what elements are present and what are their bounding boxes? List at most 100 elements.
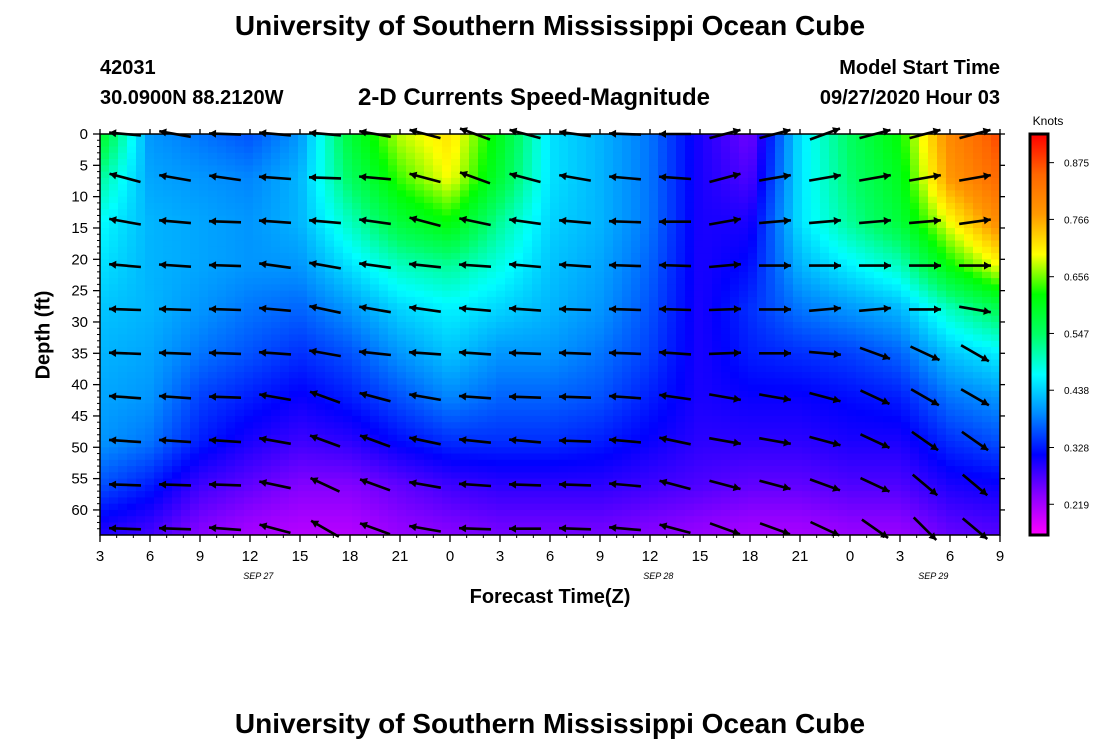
heatmap-cell	[757, 240, 767, 248]
heatmap-cell	[280, 516, 290, 524]
heatmap-cell	[721, 328, 731, 336]
heatmap-cell	[640, 246, 650, 254]
heatmap-cell	[100, 271, 110, 279]
heatmap-cell	[496, 328, 506, 336]
heatmap-cell	[514, 378, 524, 386]
heatmap-cell	[487, 365, 497, 373]
heatmap-cell	[379, 184, 389, 191]
heatmap-cell	[739, 221, 749, 229]
heatmap-cell	[235, 303, 245, 311]
heatmap-cell	[235, 227, 245, 235]
heatmap-cell	[568, 246, 578, 254]
heatmap-cell	[190, 491, 200, 499]
heatmap-cell	[388, 265, 398, 273]
heatmap-cell	[676, 390, 686, 398]
heatmap-cell	[325, 441, 335, 448]
heatmap-cell	[712, 284, 722, 292]
heatmap-cell	[145, 409, 155, 417]
heatmap-cell	[775, 202, 785, 210]
heatmap-cell	[289, 303, 299, 311]
heatmap-cell	[352, 296, 362, 304]
heatmap-cell	[397, 177, 407, 185]
heatmap-cell	[352, 140, 362, 148]
heatmap-cell	[424, 271, 434, 279]
heatmap-cell	[451, 447, 461, 455]
heatmap-cell	[586, 271, 596, 279]
heatmap-cell	[640, 165, 650, 173]
heatmap-cell	[559, 397, 569, 405]
heatmap-cell	[172, 347, 182, 354]
heatmap-cell	[523, 146, 533, 154]
heatmap-cell	[577, 234, 587, 242]
heatmap-cell	[307, 296, 317, 304]
heatmap-cell	[451, 253, 461, 260]
heatmap-cell	[307, 209, 317, 217]
heatmap-cell	[244, 209, 254, 217]
heatmap-cell	[298, 522, 308, 530]
heatmap-cell	[784, 315, 794, 323]
heatmap-cell	[469, 146, 479, 154]
heatmap-cell	[145, 271, 155, 279]
heatmap-cell	[748, 384, 758, 392]
heatmap-cell	[208, 365, 218, 373]
heatmap-cell	[118, 146, 128, 154]
heatmap-cell	[307, 315, 317, 323]
heatmap-cell	[370, 209, 380, 217]
heatmap-cell	[478, 516, 488, 524]
heatmap-cell	[271, 202, 281, 210]
heatmap-cell	[784, 227, 794, 235]
heatmap-cell	[676, 522, 686, 530]
heatmap-cell	[280, 491, 290, 499]
heatmap-cell	[127, 234, 137, 242]
heatmap-cell	[667, 196, 677, 204]
heatmap-cell	[145, 384, 155, 392]
heatmap-cell	[604, 209, 614, 217]
heatmap-cell	[550, 347, 560, 354]
heatmap-cell	[622, 453, 632, 461]
heatmap-cell	[622, 384, 632, 392]
heatmap-cell	[703, 441, 713, 448]
heatmap-cell	[766, 253, 776, 260]
heatmap-cell	[217, 246, 227, 254]
heatmap-cell	[721, 202, 731, 210]
heatmap-cell	[784, 215, 794, 223]
heatmap-cell	[712, 403, 722, 411]
heatmap-cell	[226, 296, 236, 304]
heatmap-cell	[406, 372, 416, 379]
heatmap-cell	[172, 240, 182, 248]
heatmap-cell	[433, 253, 443, 260]
heatmap-cell	[469, 259, 479, 267]
heatmap-cell	[559, 240, 569, 248]
heatmap-cell	[307, 447, 317, 455]
heatmap-cell	[226, 397, 236, 405]
heatmap-cell	[532, 271, 542, 279]
heatmap-cell	[667, 209, 677, 217]
heatmap-cell	[532, 215, 542, 223]
heatmap-cell	[604, 315, 614, 323]
heatmap-cell	[766, 484, 776, 492]
heatmap-cell	[451, 177, 461, 185]
heatmap-cell	[424, 516, 434, 524]
heatmap-cell	[478, 434, 488, 442]
heatmap-cell	[370, 309, 380, 317]
heatmap-cell	[109, 278, 119, 285]
heatmap-cell	[379, 384, 389, 392]
heatmap-cell	[397, 340, 407, 348]
heatmap-cell	[199, 353, 209, 361]
heatmap-cell	[244, 397, 254, 405]
heatmap-cell	[667, 522, 677, 530]
heatmap-cell	[739, 447, 749, 455]
heatmap-cell	[757, 303, 767, 311]
heatmap-cell	[100, 403, 110, 411]
heatmap-cell	[730, 415, 740, 423]
heatmap-cell	[685, 221, 695, 229]
heatmap-cell	[631, 259, 641, 267]
heatmap-cell	[253, 365, 263, 373]
heatmap-cell	[181, 522, 191, 530]
heatmap-cell	[577, 177, 587, 185]
heatmap-cell	[226, 340, 236, 348]
heatmap-cell	[649, 372, 659, 379]
heatmap-cell	[613, 428, 623, 436]
heatmap-cell	[415, 159, 425, 166]
heatmap-cell	[190, 171, 200, 179]
